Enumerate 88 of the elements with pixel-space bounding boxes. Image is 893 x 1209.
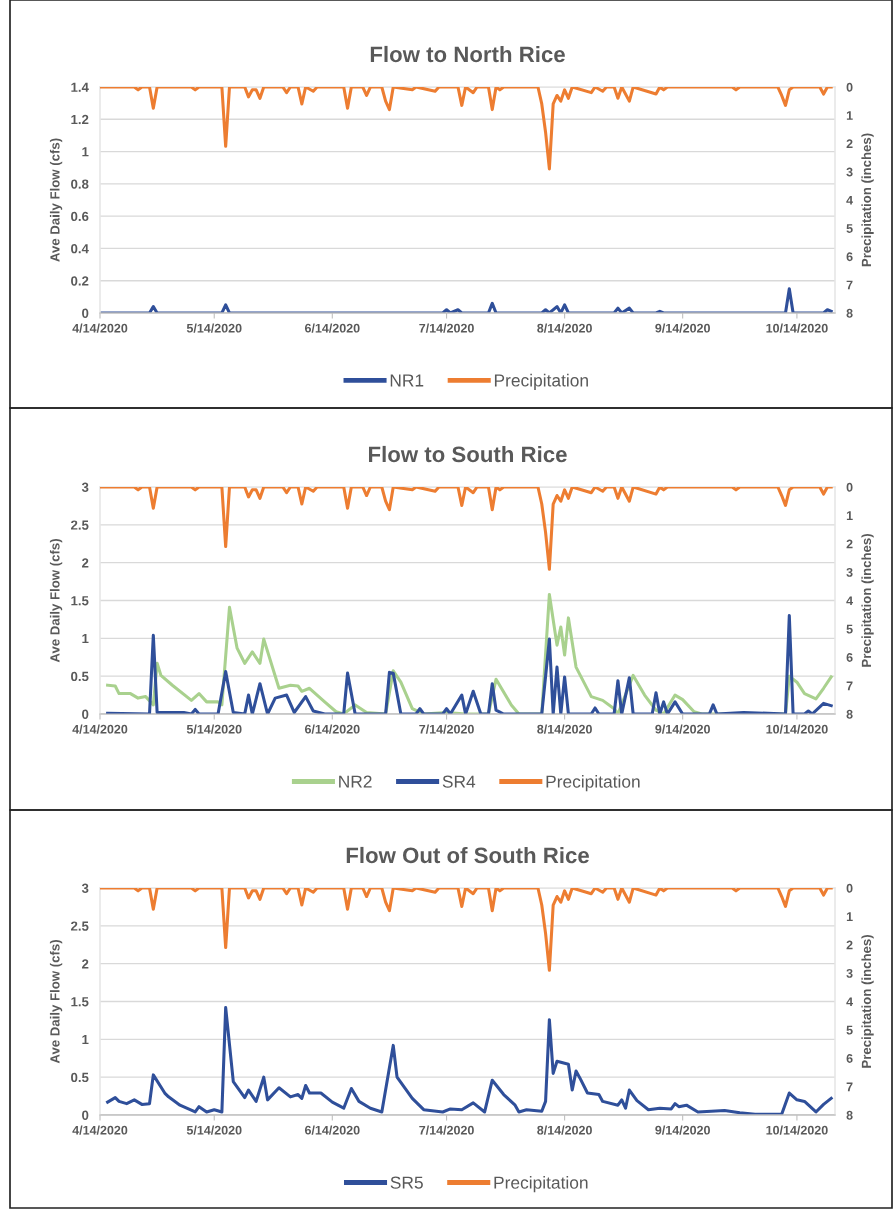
legend-label: Precipitation [546,775,640,792]
x-tick-label: 8/14/2020 [537,323,592,333]
y2-tick-label: 3 [846,567,853,577]
x-tick-label: 5/14/2020 [186,323,242,333]
y-tick-label: 0.6 [71,211,89,222]
y2-tick-label: 0 [846,82,853,92]
y2-tick-label: 8 [846,1110,853,1120]
y2-tick-label: 5 [846,224,853,233]
y-tick-label: 2 [82,558,89,568]
x-tick-label: 8/14/2020 [537,1125,592,1135]
x-tick-label: 9/14/2020 [655,1125,710,1135]
y-tick-label: 2.5 [71,921,89,931]
y2-tick-label: 3 [846,968,853,978]
legend-label: NR1 [390,374,424,387]
x-tick-label: 4/14/2020 [72,724,128,734]
x-tick-label: 10/14/2020 [766,1125,828,1135]
y2-axis-title: Precipitation (inches) [861,133,874,267]
line-series [106,1006,833,1115]
legend-label: Precipitation [494,373,588,391]
y2-axis-title: Precipitation (inches) [861,935,874,1068]
y2-tick-label: 4 [846,195,853,205]
chart-title: Flow to South Rice [369,445,567,463]
legend-label: Precipitation [494,1176,588,1193]
y2-tick-label: 4 [846,596,853,606]
y-tick-label: 3 [81,883,89,893]
y-axis-title: Ave Daily Flow (cfs) [49,539,63,663]
y2-tick-label: 7 [846,681,853,691]
y-tick-label: 1.5 [71,997,89,1007]
legend-label: NR2 [339,775,372,788]
y-tick-label: 1.2 [71,114,89,125]
x-tick-label: 6/14/2020 [304,323,360,333]
y-tick-label: 1.4 [71,82,89,92]
y2-tick-label: 5 [846,624,853,634]
y2-tick-label: 7 [846,1082,853,1092]
y2-tick-label: 6 [846,252,853,262]
x-tick-label: 7/14/2020 [419,1125,474,1135]
x-tick-label: 7/14/2020 [419,323,474,333]
y2-tick-label: 1 [846,511,853,520]
chart-title: Flow to North Rice [370,45,565,63]
y2-tick-label: 0 [846,482,853,492]
y-tick-label: 0.8 [71,179,89,189]
y-tick-label: 1 [82,1035,89,1045]
y2-tick-label: 1 [846,912,853,921]
y2-tick-label: 6 [846,653,853,662]
y-tick-label: 0 [82,308,89,318]
y2-tick-label: 4 [846,997,853,1007]
y2-tick-label: 1 [846,111,853,120]
x-tick-label: 6/14/2020 [304,724,360,734]
x-tick-label: 4/14/2020 [72,323,128,333]
y2-tick-label: 5 [846,1025,853,1035]
y2-axis-title: Precipitation (inches) [861,534,874,667]
y-tick-label: 0.5 [71,1072,89,1083]
y-tick-label: 1.5 [71,596,89,606]
line-series [106,614,833,714]
x-tick-label: 10/14/2020 [766,724,828,734]
y-tick-label: 3 [81,482,89,492]
y2-tick-label: 6 [846,1054,853,1063]
y2-tick-label: 8 [846,709,853,719]
y2-tick-label: 2 [846,940,853,950]
chart-title: Flow Out of South Rice [346,846,589,864]
y-tick-label: 0 [82,1110,89,1120]
y2-tick-label: 8 [846,308,853,318]
x-tick-label: 4/14/2020 [72,1125,128,1135]
legend-label: SR4 [442,775,476,788]
x-tick-label: 9/14/2020 [655,724,710,734]
y2-tick-label: 2 [846,139,853,149]
y-tick-label: 2 [82,959,89,969]
y-tick-label: 0.5 [71,671,89,682]
y2-tick-label: 2 [846,539,853,549]
y-tick-label: 0.4 [71,244,89,254]
y2-tick-label: 0 [846,883,853,893]
x-tick-label: 7/14/2020 [419,724,474,734]
y2-tick-label: 3 [846,167,853,177]
x-tick-label: 6/14/2020 [304,1125,360,1135]
x-tick-label: 5/14/2020 [186,1125,242,1135]
x-tick-label: 9/14/2020 [655,323,710,333]
y-axis-title: Ave Daily Flow (cfs) [49,138,63,262]
y-tick-label: 1 [82,634,89,644]
y-tick-label: 0.2 [71,276,89,286]
y-axis-title: Ave Daily Flow (cfs) [49,940,63,1064]
x-tick-label: 5/14/2020 [186,724,242,734]
y-tick-label: 2.5 [71,520,89,530]
x-tick-label: 8/14/2020 [537,724,592,734]
y-tick-label: 0 [82,709,89,719]
y2-tick-label: 7 [846,280,853,290]
x-tick-label: 10/14/2020 [766,323,828,333]
legend-label: SR5 [390,1176,423,1189]
y-tick-label: 1 [82,147,89,157]
